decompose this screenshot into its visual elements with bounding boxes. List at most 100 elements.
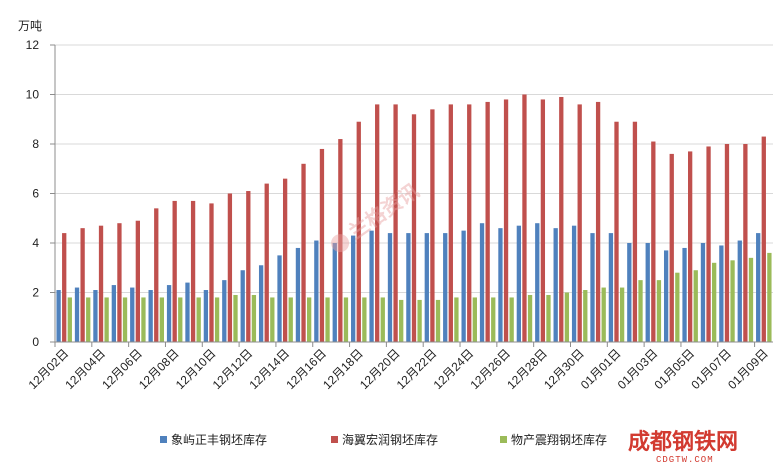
bar xyxy=(319,148,325,342)
bar xyxy=(509,297,514,342)
bar xyxy=(166,285,172,342)
bar xyxy=(190,200,196,342)
bar xyxy=(535,223,540,342)
y-tick-label: 6 xyxy=(32,187,39,201)
legend-label: 海翼宏润钢坯库存 xyxy=(342,432,438,447)
bar xyxy=(154,208,159,342)
x-tick-label: 01月09日 xyxy=(725,346,771,392)
y-tick-label: 8 xyxy=(32,137,39,151)
bar xyxy=(356,121,361,342)
bar xyxy=(540,99,546,342)
bar xyxy=(264,183,269,342)
brand-watermark-text: 成都钢铁网 xyxy=(628,429,738,454)
bar xyxy=(399,299,404,342)
bar xyxy=(338,139,343,342)
bar xyxy=(614,121,619,342)
bar xyxy=(67,297,72,342)
bar xyxy=(583,290,588,342)
bar xyxy=(227,193,233,342)
bar xyxy=(362,297,367,342)
bar xyxy=(546,294,551,342)
bar xyxy=(675,272,680,342)
bar xyxy=(86,297,91,342)
bar xyxy=(491,297,496,342)
bar xyxy=(277,255,282,343)
bar xyxy=(632,121,638,342)
bar xyxy=(590,233,595,342)
y-tick-label: 4 xyxy=(32,236,39,250)
bar xyxy=(627,243,632,342)
legend: 象屿正丰钢坯库存 海翼宏润钢坯库存 物产震翔钢坯库存 xyxy=(160,432,607,447)
bar xyxy=(430,109,435,342)
y-tick-label: 2 xyxy=(32,286,39,300)
bar xyxy=(608,233,614,342)
bar xyxy=(638,280,643,343)
bar xyxy=(601,287,606,342)
bar xyxy=(325,297,330,342)
bar xyxy=(619,287,625,342)
bar xyxy=(288,297,293,342)
bar xyxy=(135,220,140,342)
bar xyxy=(406,233,411,342)
bar xyxy=(351,235,356,342)
bar xyxy=(767,252,772,342)
bar xyxy=(375,104,380,343)
bar xyxy=(74,287,80,342)
bar xyxy=(203,290,209,342)
bar xyxy=(443,233,448,342)
watermark-text: 兰格资讯 xyxy=(344,179,423,245)
bar xyxy=(448,104,453,343)
brand-watermark: 成都钢铁网 CDGTW.COM xyxy=(628,429,738,465)
bar xyxy=(571,225,577,342)
bar xyxy=(706,146,711,342)
bar xyxy=(461,230,466,343)
bar xyxy=(527,294,533,342)
bar xyxy=(98,225,104,342)
bar xyxy=(559,96,564,342)
bar xyxy=(719,245,724,342)
bar xyxy=(553,228,558,342)
bar xyxy=(246,191,251,342)
bar xyxy=(148,290,153,342)
bar xyxy=(645,243,650,342)
bar xyxy=(700,243,706,342)
y-tick-label: 12 xyxy=(26,38,40,52)
bar xyxy=(730,260,735,342)
bar xyxy=(417,299,422,342)
watermark-logo-icon xyxy=(331,234,350,253)
y-axis-unit: 万吨 xyxy=(18,19,42,33)
x-axis: 12月02日12月04日12月06日12月08日12月10日12月12日12月1… xyxy=(26,341,773,392)
bar-series xyxy=(56,94,772,343)
bar xyxy=(258,265,264,342)
bar xyxy=(172,200,177,342)
bar xyxy=(93,290,98,342)
bar xyxy=(669,153,674,342)
y-tick-label: 10 xyxy=(26,88,40,102)
bar xyxy=(393,104,398,343)
bar xyxy=(185,282,190,342)
bar xyxy=(756,233,761,342)
bar xyxy=(240,270,245,342)
bar xyxy=(159,297,165,342)
bar xyxy=(595,101,601,343)
bar xyxy=(424,233,429,342)
bar xyxy=(62,233,67,342)
bar xyxy=(233,294,238,342)
bar xyxy=(712,262,717,342)
bar xyxy=(209,203,214,342)
bar xyxy=(688,151,693,342)
bar xyxy=(111,285,116,342)
bar xyxy=(301,163,306,342)
bar xyxy=(498,228,503,342)
bar xyxy=(56,290,61,342)
bar xyxy=(748,257,754,342)
bar xyxy=(214,297,220,342)
bar xyxy=(656,280,662,343)
bar xyxy=(454,297,459,342)
bar xyxy=(270,297,275,342)
bar xyxy=(651,141,656,342)
bar xyxy=(380,297,385,342)
bar xyxy=(222,280,227,343)
bar xyxy=(743,144,748,342)
bar xyxy=(435,299,441,342)
